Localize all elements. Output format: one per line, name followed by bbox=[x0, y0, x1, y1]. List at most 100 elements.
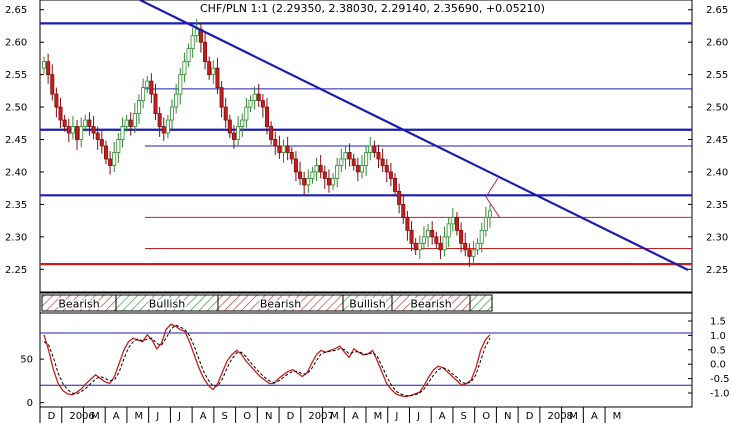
candle-body bbox=[62, 119, 67, 127]
candle-body bbox=[165, 119, 170, 134]
candle-body bbox=[467, 249, 472, 257]
candle-body bbox=[405, 216, 410, 231]
candle-body bbox=[463, 242, 468, 251]
candle-body bbox=[83, 119, 88, 127]
candle-body bbox=[46, 61, 51, 76]
candle-body bbox=[475, 242, 480, 251]
candle-body bbox=[223, 106, 228, 121]
candle-body bbox=[227, 119, 232, 134]
candle-body bbox=[372, 145, 377, 153]
candle-body bbox=[293, 158, 298, 173]
candle-body bbox=[58, 106, 63, 121]
candle-body bbox=[277, 145, 282, 153]
y-axis-right: 2.25 2.30 2.35 2.40 2.45 2.50 2.55 2.60 2.65 bbox=[688, 5, 728, 276]
band-label: Bullish bbox=[149, 298, 185, 311]
candle-body bbox=[326, 178, 331, 186]
bullish-band bbox=[469, 294, 493, 312]
x-tick-label: O bbox=[482, 411, 490, 422]
x-tick-label: N bbox=[265, 411, 272, 422]
x-tick-label: N bbox=[504, 411, 511, 422]
candle-body bbox=[66, 126, 71, 134]
oscillator-axis-left: 0 50 bbox=[20, 355, 44, 409]
candle-body bbox=[203, 41, 208, 63]
y-tick-label: 2.30 bbox=[706, 232, 728, 243]
candle-body bbox=[153, 93, 158, 114]
y-tick-label: 2.25 bbox=[706, 265, 728, 276]
y-tick-label: -1.0 bbox=[710, 389, 730, 400]
y-tick-label: 1.0 bbox=[710, 331, 726, 342]
candle-body bbox=[409, 229, 414, 244]
x-tick-label: 2007 bbox=[308, 411, 333, 422]
y-tick-label: 2.60 bbox=[5, 38, 27, 49]
chart-title: CHF/PLN 1:1 (2.29350, 2.38030, 2.29140, … bbox=[200, 2, 545, 15]
candle-body bbox=[260, 100, 265, 108]
candle-body bbox=[182, 61, 187, 76]
x-tick-label: J bbox=[177, 411, 181, 422]
x-tick-label: A bbox=[591, 411, 598, 422]
candle-body bbox=[281, 145, 286, 153]
x-tick-label: M bbox=[135, 411, 144, 422]
candle-body bbox=[95, 132, 100, 140]
oscillator-panel-frame bbox=[39, 312, 693, 408]
candle-body bbox=[331, 178, 336, 186]
oscillator-series bbox=[43, 323, 491, 398]
x-tick-label: M bbox=[374, 411, 383, 422]
candle-body bbox=[339, 158, 344, 166]
candle-body bbox=[426, 229, 431, 238]
candle-body bbox=[79, 126, 84, 140]
candle-body bbox=[256, 93, 261, 101]
candle-body bbox=[430, 229, 435, 238]
band-label: Bearish bbox=[260, 298, 301, 311]
candle-body bbox=[355, 165, 360, 173]
candle-body bbox=[380, 158, 385, 166]
candle-body bbox=[298, 171, 303, 179]
candle-body bbox=[384, 165, 389, 173]
candle-body bbox=[442, 236, 447, 251]
candle-body bbox=[314, 165, 319, 173]
band-label: Bearish bbox=[58, 298, 99, 311]
candle-body bbox=[108, 158, 113, 166]
x-tick-label: 2006 bbox=[69, 411, 94, 422]
candle-body bbox=[306, 178, 311, 186]
candle-body bbox=[132, 113, 137, 127]
candle-body bbox=[136, 100, 141, 114]
candle-body bbox=[174, 93, 179, 108]
y-tick-label: 2.60 bbox=[706, 38, 728, 49]
candle-body bbox=[252, 93, 257, 101]
y-tick-label: -0.5 bbox=[710, 374, 730, 385]
band-label: Bullish bbox=[349, 298, 385, 311]
y-tick-label: 2.45 bbox=[706, 135, 728, 146]
candle-body bbox=[289, 152, 294, 160]
band-label: Bearish bbox=[410, 298, 451, 311]
x-tick-label: D bbox=[526, 411, 534, 422]
x-tick-label: M bbox=[91, 411, 100, 422]
candle-body bbox=[401, 203, 406, 218]
candle-body bbox=[161, 126, 166, 134]
trend-bands: Bearish Bullish Bearish Bullish Bearish bbox=[41, 294, 493, 312]
candle-body bbox=[248, 100, 253, 108]
candle-body bbox=[397, 191, 402, 205]
candle-body bbox=[50, 74, 55, 95]
x-tick-label: J bbox=[155, 411, 159, 422]
x-tick-label: S bbox=[221, 411, 227, 422]
y-tick-label: 2.45 bbox=[5, 135, 27, 146]
candle-body bbox=[368, 145, 373, 153]
candle-body bbox=[42, 61, 47, 69]
candle-body bbox=[318, 165, 323, 173]
signal-line bbox=[43, 324, 491, 397]
candle-body bbox=[211, 67, 216, 76]
candle-body bbox=[124, 119, 129, 127]
candle-body bbox=[302, 178, 307, 186]
candlestick-series bbox=[42, 18, 492, 267]
y-tick-label: 0.5 bbox=[710, 345, 726, 356]
candle-body bbox=[322, 171, 327, 179]
candle-body bbox=[376, 152, 381, 160]
y-tick-label: 2.30 bbox=[5, 232, 27, 243]
oscillator-line bbox=[43, 323, 491, 398]
candle-body bbox=[438, 242, 443, 251]
candle-body bbox=[359, 165, 364, 173]
candle-body bbox=[91, 126, 96, 134]
candle-body bbox=[190, 35, 195, 50]
